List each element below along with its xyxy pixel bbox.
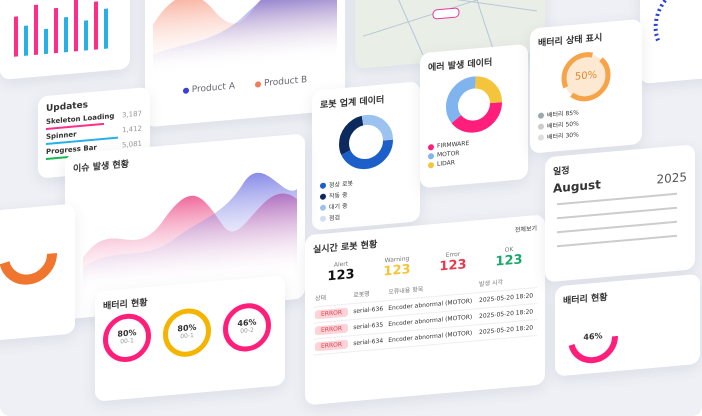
table-cell: serial-634 bbox=[351, 332, 387, 352]
battery-items: 80% 00-1 80% 00-1 46% 00-2 bbox=[103, 301, 277, 364]
ring-decor bbox=[0, 226, 57, 285]
update-value: 1,412 bbox=[121, 124, 142, 135]
view-all-link[interactable]: 전체보기 bbox=[514, 225, 537, 234]
battery-item: 80% 00-1 bbox=[103, 311, 151, 364]
battery-now-card-2: 배터리 현황 46% bbox=[555, 273, 700, 377]
update-value: 3,187 bbox=[121, 109, 142, 120]
area-chart-decor bbox=[83, 172, 297, 293]
card-title: 실시간 로봇 현황 bbox=[313, 239, 378, 256]
legend-swatch bbox=[428, 152, 434, 160]
issue-chart-card: 이슈 발생 현황 bbox=[65, 133, 305, 320]
legend-label: Product A bbox=[191, 81, 235, 96]
legend-label: 정상 로봇 bbox=[329, 180, 353, 190]
cell-text: serial-634 bbox=[353, 337, 384, 348]
legend-label: Product B bbox=[263, 75, 308, 89]
status-count: OK 123 bbox=[481, 244, 537, 271]
robot-data-card: 로봇 업계 데이터 정상 로봇 작동 중 대기 중 점검 bbox=[312, 81, 420, 231]
table-cell: ERROR bbox=[313, 335, 352, 356]
legend-swatch bbox=[428, 161, 434, 169]
status-tag: ERROR bbox=[315, 307, 349, 320]
map-decor bbox=[362, 0, 538, 56]
cell-text: serial-636 bbox=[353, 305, 384, 316]
legend: FIRMWARE MOTOR LIDAR bbox=[428, 136, 520, 169]
donut-decor bbox=[339, 114, 393, 170]
ring-decor bbox=[561, 52, 611, 102]
robot-status-card: 실시간 로봇 현황 전체보기 Alert 123 Warning 123 Error 123… bbox=[305, 214, 545, 406]
legend-swatch bbox=[428, 143, 434, 151]
legend-label: 점검 bbox=[329, 214, 341, 223]
status-count: Alert 123 bbox=[313, 259, 369, 286]
cell-text: 2025-05-20 18:20 bbox=[479, 292, 534, 305]
legend-swatch bbox=[320, 214, 326, 222]
legend-swatch bbox=[320, 203, 326, 211]
cell-text: 2025-05-20 18:20 bbox=[479, 324, 534, 337]
battery-item: 80% 00-1 bbox=[163, 306, 211, 359]
update-label: Spinner bbox=[46, 130, 77, 141]
bar-card bbox=[0, 0, 130, 81]
legend-label: 대기 중 bbox=[329, 202, 348, 212]
card-title: 배터리 현황 bbox=[563, 292, 608, 307]
legend-label: 배터리 30% bbox=[547, 131, 579, 142]
gauge-card bbox=[640, 0, 702, 85]
cell-text: 2025-05-20 18:20 bbox=[479, 308, 534, 321]
update-label: Skeleton Loading bbox=[46, 111, 115, 126]
donut-decor bbox=[446, 76, 502, 133]
legend-swatch bbox=[538, 122, 544, 130]
battery-status-card: 배터리 상태 표시 50% 배터리 85% 배터리 50% 배터리 30% bbox=[530, 18, 642, 154]
error-data-card: 에러 발생 데이터 FIRMWARE MOTOR LIDAR bbox=[420, 43, 528, 189]
status-count: Warning 123 bbox=[369, 254, 425, 281]
battery-item: 46% 00-2 bbox=[223, 301, 271, 354]
battery-now-card: 배터리 현황 80% 00-1 80% 00-1 46% 00-2 bbox=[95, 275, 285, 402]
status-table: 상태 로봇명 오류내용 항목 발생 시각 ERROR serial-636 Encoder … bbox=[313, 270, 537, 356]
product-chart-card: Product A Product B bbox=[145, 0, 345, 128]
legend-label: FIRMWARE bbox=[437, 139, 470, 150]
gauge-decor bbox=[653, 0, 702, 42]
ring-decor bbox=[568, 313, 618, 364]
status-tag: ERROR bbox=[315, 323, 349, 336]
legend-swatch bbox=[538, 111, 544, 119]
legend-label: MOTOR bbox=[437, 149, 460, 159]
legend-swatch bbox=[538, 133, 544, 141]
legend-label: 배터리 85% bbox=[547, 109, 579, 120]
left-card bbox=[0, 203, 75, 342]
map-card bbox=[355, 0, 545, 69]
bar-chart-decor bbox=[14, 0, 108, 57]
area-chart-decor bbox=[153, 0, 337, 75]
cell-text: serial-635 bbox=[353, 321, 384, 332]
legend-swatch bbox=[320, 181, 326, 189]
legend-label: 배터리 50% bbox=[547, 120, 579, 131]
status-count: Error 123 bbox=[425, 249, 481, 276]
calendar-card: 일정 August 2025 bbox=[545, 144, 695, 283]
calendar-grid-decor bbox=[557, 192, 677, 248]
legend-swatch bbox=[320, 192, 326, 200]
legend-label: LIDAR bbox=[437, 159, 455, 168]
legend: 배터리 85% 배터리 50% 배터리 30% bbox=[538, 103, 634, 142]
cell-text: Encoder abnormal (MOTOR) bbox=[388, 329, 473, 345]
status-tag: ERROR bbox=[315, 339, 349, 352]
legend-label: 작동 중 bbox=[329, 191, 348, 201]
